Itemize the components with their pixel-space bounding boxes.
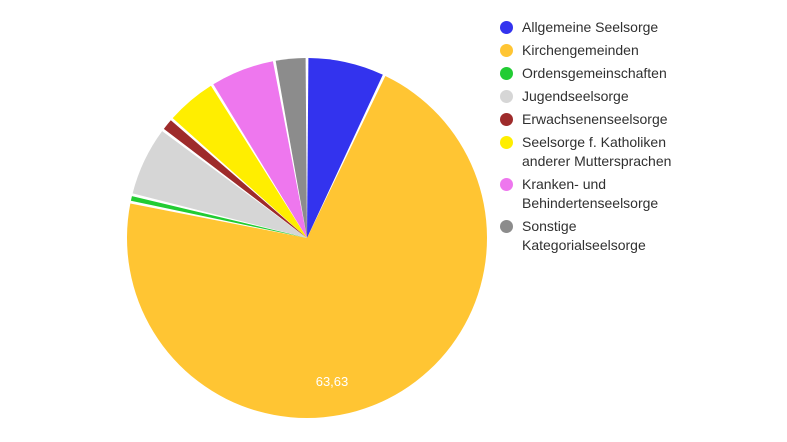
legend-item[interactable]: Allgemeine Seelsorge [500,18,787,37]
legend-item-label: Seelsorge f. Katholiken anderer Muttersp… [522,134,672,169]
legend-swatch-icon [500,44,513,57]
pie-slice[interactable] [172,85,307,239]
legend-item[interactable]: Sonstige Kategorialseelsorge [500,217,787,255]
pie-slice[interactable] [127,75,488,419]
pie-slice[interactable] [275,58,307,239]
legend-item-label: Kranken- und Behindertenseelsorge [522,176,659,211]
pie-svg: 63,63 [127,58,488,419]
legend-item-label: Sonstige Kategorialseelsorge [522,218,646,253]
legend-item-label: Ordensgemeinschaften [522,65,667,81]
pie-slice[interactable] [130,196,307,238]
legend-item-label: Kirchengemeinden [522,42,639,58]
legend-item[interactable]: Erwachsenenseelsorge [500,110,787,129]
legend-swatch-icon [500,178,513,191]
legend-swatch-icon [500,113,513,126]
legend: Allgemeine Seelsorge Kirchengemeinden Orde… [500,18,787,259]
legend-item[interactable]: Jugendseelsorge [500,87,787,106]
pie-slice[interactable] [163,120,307,238]
legend-item[interactable]: Ordensgemeinschaften [500,64,787,83]
legend-swatch-icon [500,67,513,80]
pie-plot-area: 63,63 [127,58,488,419]
legend-item-label: Allgemeine Seelsorge [522,19,659,35]
legend-item[interactable]: Kranken- und Behindertenseelsorge [500,175,787,213]
slice-value-label: 63,63 [316,374,349,389]
legend-item[interactable]: Kirchengemeinden [500,41,787,60]
legend-item-label: Erwachsenenseelsorge [522,111,668,127]
legend-item-label: Jugendseelsorge [522,88,629,104]
pie-slice[interactable] [132,131,307,238]
legend-swatch-icon [500,21,513,34]
legend-swatch-icon [500,90,513,103]
pie-slices [127,58,488,419]
legend-swatch-icon [500,220,513,233]
pie-slice[interactable] [213,61,307,239]
legend-swatch-icon [500,136,513,149]
legend-item[interactable]: Seelsorge f. Katholiken anderer Muttersp… [500,133,787,171]
pie-slice[interactable] [307,58,383,239]
